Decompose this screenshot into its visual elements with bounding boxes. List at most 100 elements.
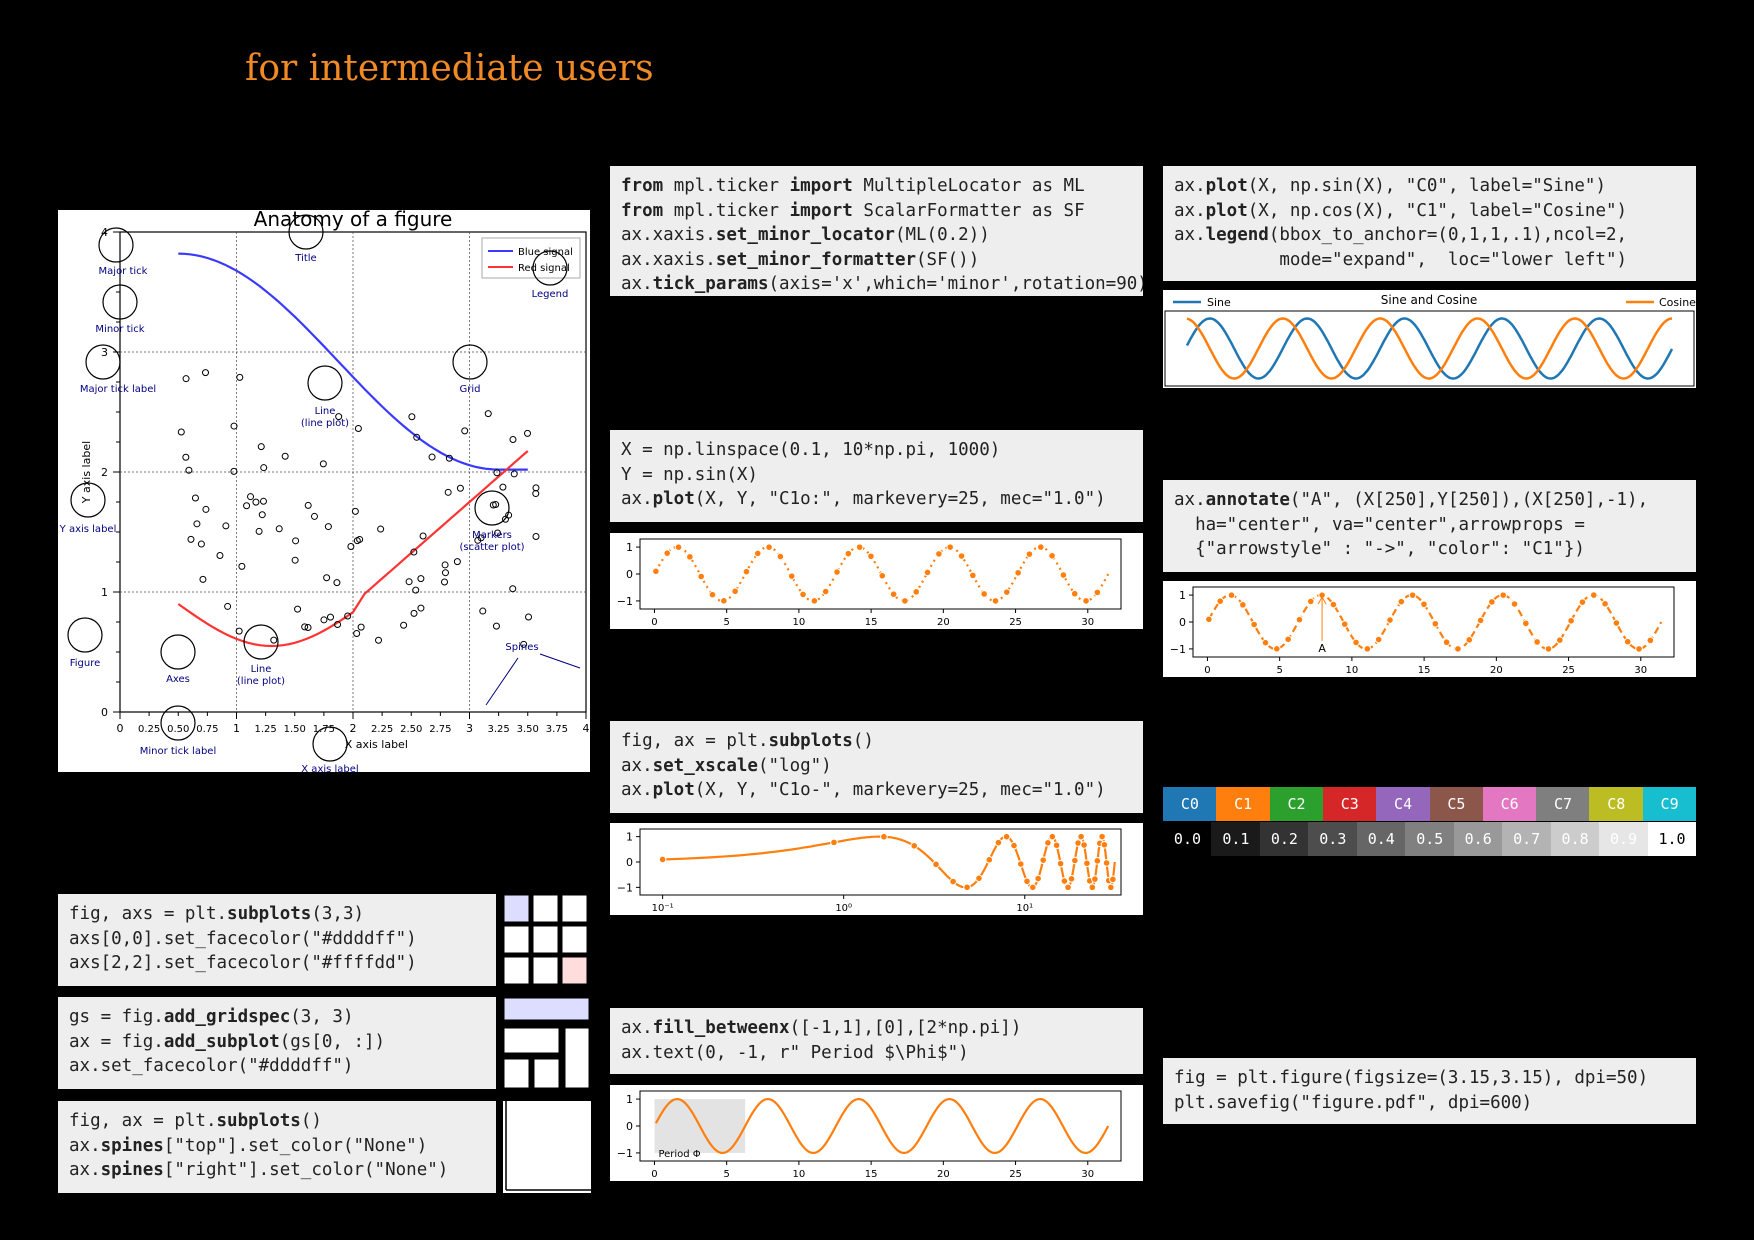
- y-tick-label: 1: [1179, 589, 1186, 602]
- spines-arrow: [539, 653, 581, 669]
- code-line: ax.fill_betweenx([-1,1],[0],[2*np.pi]): [621, 1016, 1132, 1041]
- scatter-marker: [405, 578, 413, 586]
- code-text: ax.: [621, 489, 653, 509]
- data-marker: [1036, 543, 1045, 551]
- code-text: (gs[0, :]): [279, 1031, 386, 1052]
- data-marker: [731, 587, 739, 596]
- scatter-marker: [351, 507, 359, 515]
- data-marker: [765, 543, 773, 551]
- x-tick-label: 30: [1081, 617, 1094, 628]
- code-savefig: fig = plt.figure(figsize=(3.15,3.15), dp…: [1163, 1058, 1696, 1124]
- color-swatch: 0.5: [1405, 822, 1455, 856]
- y-tick-label: −1: [617, 595, 633, 608]
- subplot-cell: [561, 925, 588, 954]
- data-marker: [1010, 841, 1018, 850]
- gridspec-cell: [503, 1027, 560, 1054]
- x-tick-label: 0: [651, 1169, 657, 1180]
- code-text: fig, ax = plt.: [69, 1111, 217, 1131]
- scatter-marker: [520, 640, 528, 648]
- scatter-marker: [235, 627, 243, 635]
- data-marker: [1329, 600, 1338, 609]
- x-tick-label: 5: [723, 1169, 729, 1180]
- data-marker: [932, 860, 940, 869]
- annot-line2: Line: [251, 664, 272, 675]
- scatter-marker: [199, 575, 207, 583]
- code-keyword: import: [789, 176, 853, 196]
- data-marker: [1093, 857, 1102, 865]
- data-marker: [1476, 616, 1485, 625]
- code-line: ax.xaxis.set_minor_formatter(SF()): [621, 248, 1132, 273]
- scatter-marker: [333, 579, 341, 587]
- scatter-marker: [456, 484, 464, 492]
- annot-major-tick-label: Major tick label: [80, 384, 156, 395]
- data-marker: [1386, 616, 1394, 624]
- scatter-marker: [413, 433, 421, 441]
- x-minor-tick-label: 2.50: [400, 724, 422, 735]
- anatomy-title: Anatomy of a figure: [254, 210, 453, 231]
- x-tick-label: 20: [937, 617, 950, 628]
- data-marker: [1205, 615, 1213, 624]
- data-marker: [1080, 841, 1088, 849]
- x-tick-label: 25: [1009, 617, 1022, 628]
- code-line: ax.plot(X, Y, "C1o-", markevery=25, mec=…: [621, 778, 1132, 803]
- color-swatch: C1: [1216, 787, 1271, 821]
- annot-legend-circle: [532, 250, 568, 286]
- data-marker: [1612, 619, 1621, 627]
- period-text: Period Φ: [658, 1149, 700, 1160]
- x-tick-label: 4: [583, 722, 590, 735]
- code-text: mpl.ticker: [663, 176, 790, 196]
- code-keyword: plot: [1205, 176, 1248, 196]
- annot-title-circle: [288, 214, 324, 250]
- scatter-marker: [353, 630, 361, 638]
- data-marker: [1227, 591, 1236, 600]
- scatter-marker: [445, 454, 453, 462]
- scatter-marker: [252, 498, 260, 506]
- annotation-text: A: [1318, 642, 1326, 655]
- data-marker: [1306, 597, 1315, 606]
- gridspec-cell: [533, 1058, 560, 1089]
- code-text: MultipleLocator as ML: [852, 176, 1085, 196]
- data-marker: [1544, 645, 1553, 653]
- code-text: ["right"].set_color("None"): [163, 1160, 449, 1180]
- code-line: from mpl.ticker import ScalarFormatter a…: [621, 199, 1132, 224]
- data-marker: [1023, 877, 1031, 886]
- y-tick-label: 0: [1179, 616, 1186, 629]
- y-tick-label: 0: [626, 1120, 633, 1133]
- data-marker: [1059, 571, 1068, 579]
- code-line: mode="expand", loc="lower left"): [1174, 248, 1685, 273]
- code-text: (X, Y, "C1o-", markevery=25, mec="1.0"): [694, 780, 1106, 800]
- data-marker: [855, 543, 864, 551]
- code-line: Y = np.sin(X): [621, 463, 1132, 488]
- y-tick-label: 1: [626, 541, 633, 554]
- data-marker: [1601, 599, 1609, 608]
- data-marker: [1261, 638, 1270, 647]
- color-swatch: C9: [1642, 787, 1697, 821]
- code-text: ax.: [621, 274, 653, 294]
- data-marker: [1002, 832, 1011, 841]
- subplot-cell: [503, 925, 530, 954]
- color-swatch: C6: [1482, 787, 1537, 821]
- data-marker: [912, 588, 921, 596]
- code-text: mode="expand", loc="lower left"): [1174, 249, 1628, 270]
- code-text: fig, axs = plt.: [69, 904, 228, 924]
- code-text: (axis='x',which='minor',rotation=90): [768, 274, 1143, 294]
- x-tick-label: 25: [1009, 1169, 1022, 1180]
- scatter-marker: [182, 453, 190, 461]
- code-line: ax.xaxis.set_minor_locator(ML(0.2)): [621, 223, 1132, 248]
- scatter-marker: [484, 410, 492, 418]
- subplot-cell: [561, 956, 588, 985]
- scatter-marker: [177, 428, 185, 436]
- code-line: ax.set_xscale("log"): [621, 754, 1132, 779]
- annot-legend: Legend: [532, 289, 569, 300]
- scatter-marker: [216, 552, 224, 560]
- blue-signal-line: [178, 252, 528, 471]
- data-marker: [1488, 598, 1496, 606]
- annot-minor-tick-label: Minor tick label: [140, 746, 217, 757]
- scatter-marker: [408, 413, 416, 421]
- data-marker: [949, 877, 957, 886]
- code-text: gs = fig.: [69, 1007, 164, 1027]
- subplot-cell: [561, 894, 588, 923]
- code-line: X = np.linspace(0.1, 10*np.pi, 1000): [621, 438, 1132, 463]
- data-marker: [1522, 619, 1530, 628]
- spines-arrow: [485, 657, 519, 706]
